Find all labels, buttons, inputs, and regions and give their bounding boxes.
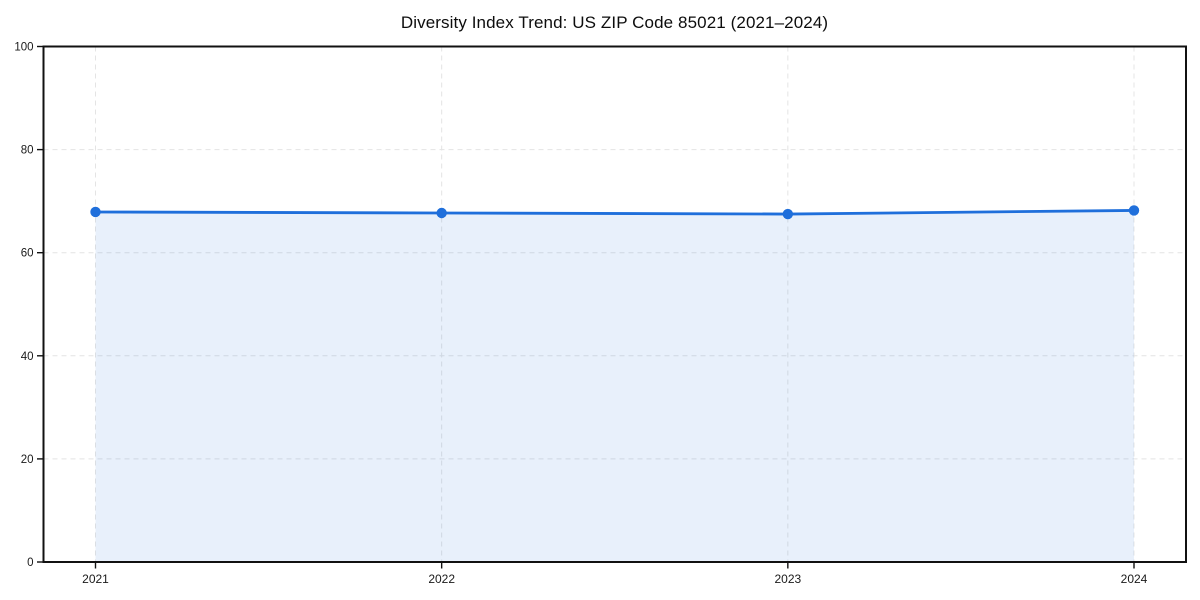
x-tick-label-2024: 2024	[1121, 572, 1148, 586]
y-tick-label-100: 100	[14, 42, 33, 54]
chart-title: Diversity Index Trend: US ZIP Code 85021…	[400, 13, 829, 32]
x-tick-label-2023: 2023	[774, 572, 801, 586]
data-point-marker-2022	[436, 207, 447, 219]
data-point-marker-2024	[1128, 205, 1140, 216]
data-point-marker-2021	[90, 206, 101, 218]
x-tick-label-2022: 2022	[428, 572, 455, 586]
y-tick-label-80: 80	[21, 145, 34, 157]
area-fill	[95, 210, 1134, 562]
y-tick-label-40: 40	[21, 351, 34, 363]
y-tick-label-20: 20	[21, 454, 34, 466]
plot-border	[42, 45, 1187, 563]
data-point-marker-2023	[782, 208, 794, 220]
y-tick-label-60: 60	[21, 248, 34, 260]
y-tick-label-0: 0	[27, 557, 33, 569]
trend-line	[94, 209, 1136, 216]
x-tick-label-2021: 2021	[82, 572, 109, 586]
